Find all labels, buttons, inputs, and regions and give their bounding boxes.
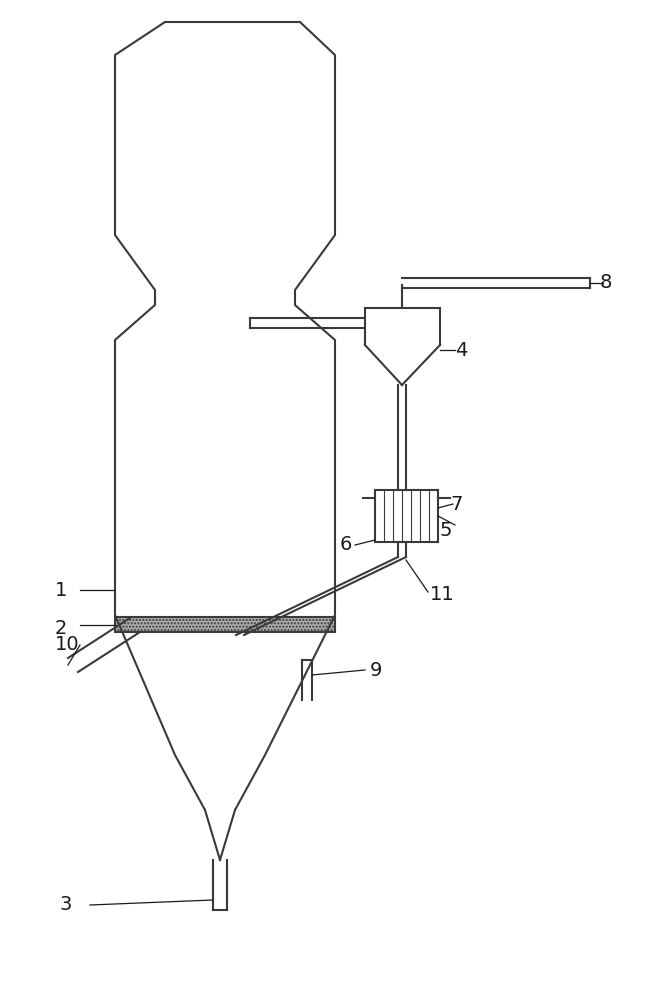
Text: 3: 3 — [60, 896, 72, 914]
Text: 9: 9 — [370, 660, 383, 680]
Text: 5: 5 — [440, 520, 453, 540]
Bar — [115, 617, 335, 632]
Text: 1: 1 — [55, 580, 68, 599]
Text: 7: 7 — [450, 494, 462, 514]
Text: 6: 6 — [340, 536, 352, 554]
Text: 4: 4 — [455, 340, 467, 360]
Text: 8: 8 — [600, 272, 613, 292]
Text: 11: 11 — [430, 585, 455, 604]
Text: 2: 2 — [55, 618, 68, 638]
Text: 10: 10 — [55, 636, 80, 654]
